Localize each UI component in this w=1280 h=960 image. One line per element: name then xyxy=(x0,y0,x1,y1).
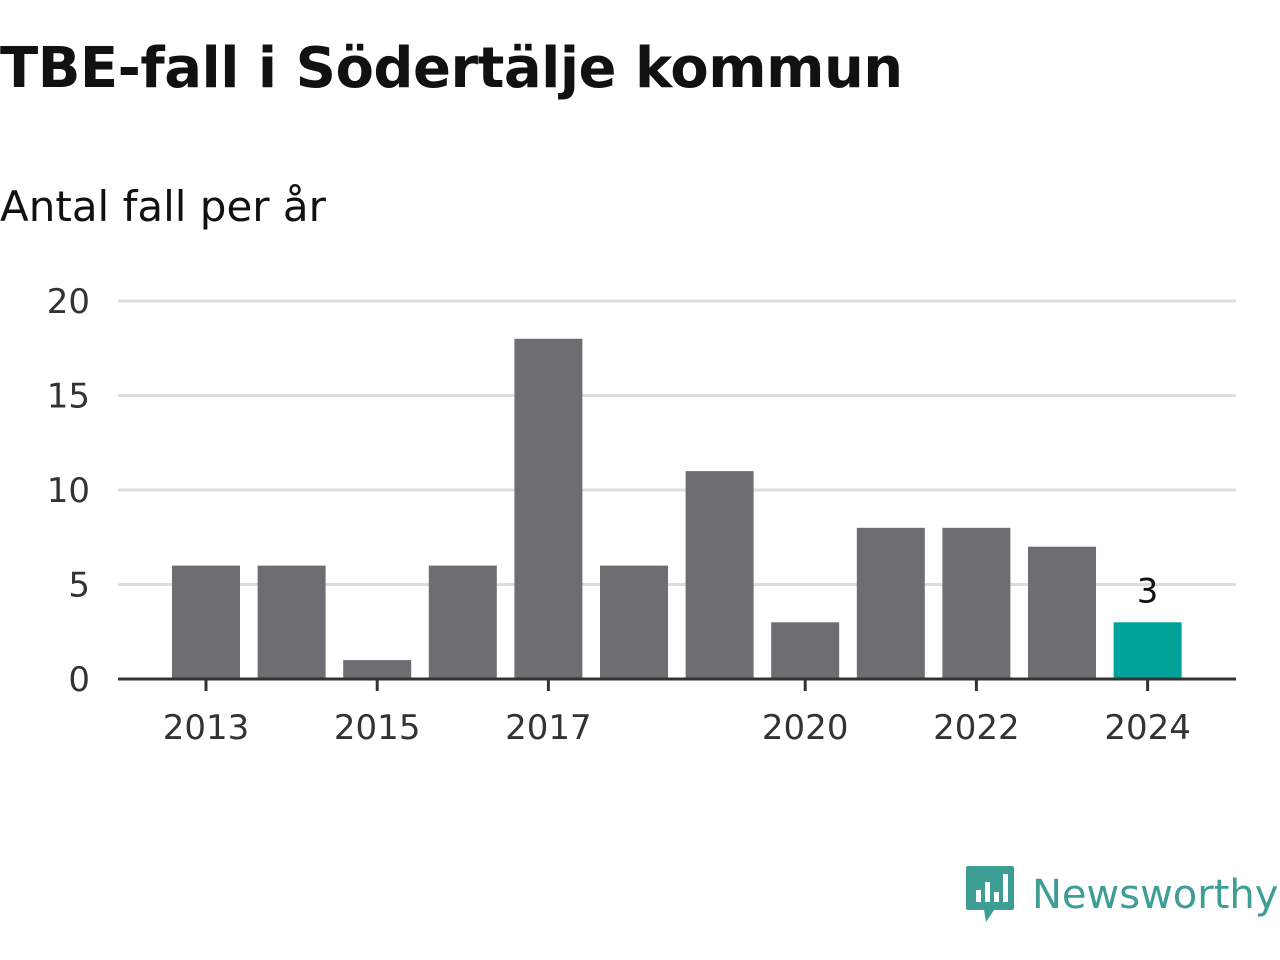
axes xyxy=(118,677,1236,691)
x-tick-label: 2022 xyxy=(933,708,1020,748)
x-tick-label: 2020 xyxy=(762,708,849,748)
bar-2018 xyxy=(600,565,668,679)
y-tick-label: 10 xyxy=(47,471,90,511)
y-tick-label: 15 xyxy=(47,377,90,417)
bar-2022 xyxy=(942,527,1011,679)
data-label: 3 xyxy=(1137,571,1159,611)
bar-2013 xyxy=(172,565,240,679)
bar-2019 xyxy=(685,471,754,679)
bar-2021 xyxy=(856,527,925,679)
bars xyxy=(172,338,1182,679)
bar-chart: 0 5 10 15 20 3 2013 2015 2017 2020 2022 2024 xyxy=(47,282,1236,748)
bar-2023 xyxy=(1028,546,1096,679)
chart-subtitle: Antal fall per år xyxy=(0,182,326,231)
x-tick-label: 2017 xyxy=(505,708,592,748)
bar-2020 xyxy=(771,622,840,679)
bar-2017 xyxy=(514,338,583,679)
x-tick-label: 2013 xyxy=(163,708,250,748)
newsworthy-brand: Newsworthy xyxy=(964,864,1278,926)
gridlines xyxy=(118,299,1236,586)
y-tick-label: 0 xyxy=(68,660,90,700)
y-tick-label: 20 xyxy=(47,282,90,322)
newsworthy-wordmark: Newsworthy xyxy=(1032,872,1279,918)
chart-title: TBE-fall i Södertälje kommun xyxy=(0,36,903,101)
x-tick-label: 2015 xyxy=(334,708,421,748)
bar-2016 xyxy=(428,565,497,679)
bar-2015 xyxy=(343,660,412,679)
bar-2024 xyxy=(1113,622,1182,679)
x-tick-label: 2024 xyxy=(1104,708,1191,748)
labels: 0 5 10 15 20 3 2013 2015 2017 2020 2022 2024 xyxy=(47,282,1191,748)
newsworthy-logo-icon xyxy=(966,866,1014,922)
y-tick-label: 5 xyxy=(68,566,90,606)
bar-2014 xyxy=(257,565,326,679)
